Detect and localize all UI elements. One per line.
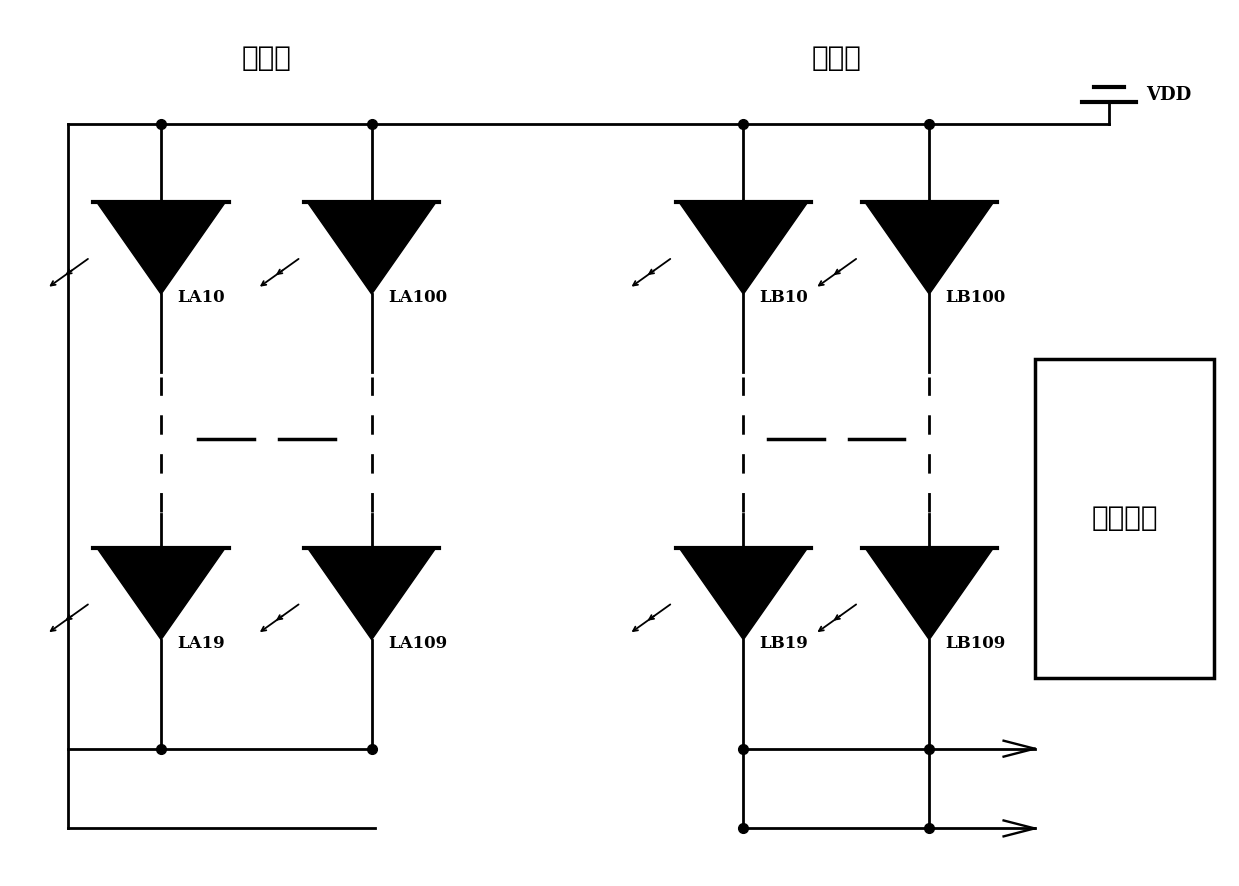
Text: LB10: LB10 [760, 289, 808, 307]
Bar [1035, 359, 1214, 678]
Text: LB100: LB100 [945, 289, 1006, 307]
Text: 控制模块: 控制模块 [1092, 504, 1157, 532]
Text: LB19: LB19 [760, 634, 808, 652]
Text: LA19: LA19 [177, 634, 224, 652]
Text: 第二路: 第二路 [812, 43, 861, 72]
Text: LB109: LB109 [945, 634, 1006, 652]
Polygon shape [97, 202, 225, 294]
Text: LA10: LA10 [177, 289, 224, 307]
Text: LA100: LA100 [388, 289, 447, 307]
Polygon shape [865, 548, 994, 640]
Polygon shape [97, 548, 225, 640]
Text: LA109: LA109 [388, 634, 447, 652]
Polygon shape [307, 202, 436, 294]
Polygon shape [865, 202, 994, 294]
Text: VDD: VDD [1146, 86, 1192, 104]
Polygon shape [679, 548, 808, 640]
Text: 第一路: 第一路 [242, 43, 291, 72]
Polygon shape [679, 202, 808, 294]
Polygon shape [307, 548, 436, 640]
